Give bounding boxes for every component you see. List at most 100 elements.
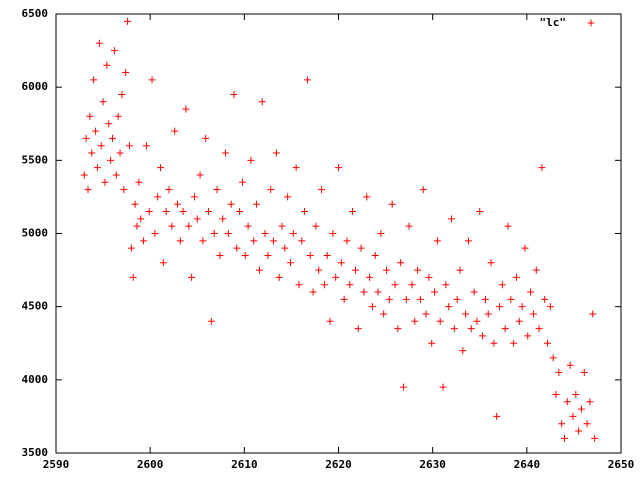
point [425,273,433,281]
point [591,434,599,442]
point [504,222,512,230]
point [442,281,450,289]
point [84,186,92,194]
point [529,310,537,318]
point [546,303,554,311]
point [335,164,342,172]
point [383,266,391,274]
x-tick-label: 2600 [137,458,164,471]
point [388,200,396,208]
y-tick-label: 6000 [22,80,49,93]
point [278,222,286,230]
point [493,412,501,420]
point [320,281,328,289]
point [292,164,300,172]
point [561,434,568,442]
point [171,127,179,135]
y-tick-label: 5500 [22,153,49,166]
point [450,325,458,333]
point [566,361,574,369]
point [337,259,345,267]
point [110,47,118,55]
point [541,295,549,303]
point [371,251,379,259]
point [275,273,283,281]
point [456,266,464,274]
point [521,244,529,252]
point [448,215,455,223]
point [411,317,419,325]
point [385,295,393,303]
point [92,127,100,135]
point [580,369,588,377]
point [431,288,439,296]
point [399,383,407,391]
point [93,164,101,172]
point [303,76,311,84]
point [496,303,504,311]
point [464,237,472,245]
point [137,215,145,223]
point [140,237,148,245]
point [148,76,156,84]
point [414,266,422,274]
point [122,69,130,77]
point [391,281,399,289]
point [264,251,272,259]
point [127,244,135,252]
point [124,17,132,25]
point [363,193,371,201]
x-tick-label: 2620 [325,458,352,471]
point [267,186,275,194]
legend-marker [587,19,595,27]
point [428,339,436,347]
point [527,288,535,296]
point [544,339,552,347]
point [572,390,580,398]
point [490,339,498,347]
point [402,295,410,303]
plot-border [55,13,622,454]
point [99,98,107,106]
point [366,273,374,281]
point [340,295,348,303]
point [190,193,198,201]
point [270,237,278,245]
point [487,259,495,267]
point [230,90,238,98]
point [129,273,137,281]
point [563,398,571,406]
point [193,215,201,223]
point [354,325,362,333]
point [159,259,167,267]
point [419,186,427,194]
point [90,76,98,84]
point [295,281,303,289]
point [312,222,320,230]
point [586,398,594,406]
point [188,273,196,281]
point [173,200,181,208]
point [157,164,165,172]
point [207,317,215,325]
point [552,390,560,398]
point [459,347,467,355]
point [151,230,159,237]
point [498,281,506,289]
point [162,208,170,216]
x-tick-label: 2630 [419,458,446,471]
y-tick-label: 6500 [22,7,49,20]
y-tick-label: 3500 [22,446,49,459]
point [109,134,116,142]
x-tick-label: 2640 [514,458,541,471]
point [470,288,478,296]
point [125,142,133,150]
point [131,200,139,208]
point [467,325,475,333]
point [238,178,246,186]
point [112,171,120,179]
point [479,332,487,340]
point [107,156,115,164]
point [484,310,492,318]
y-tick-label: 4000 [22,373,49,386]
